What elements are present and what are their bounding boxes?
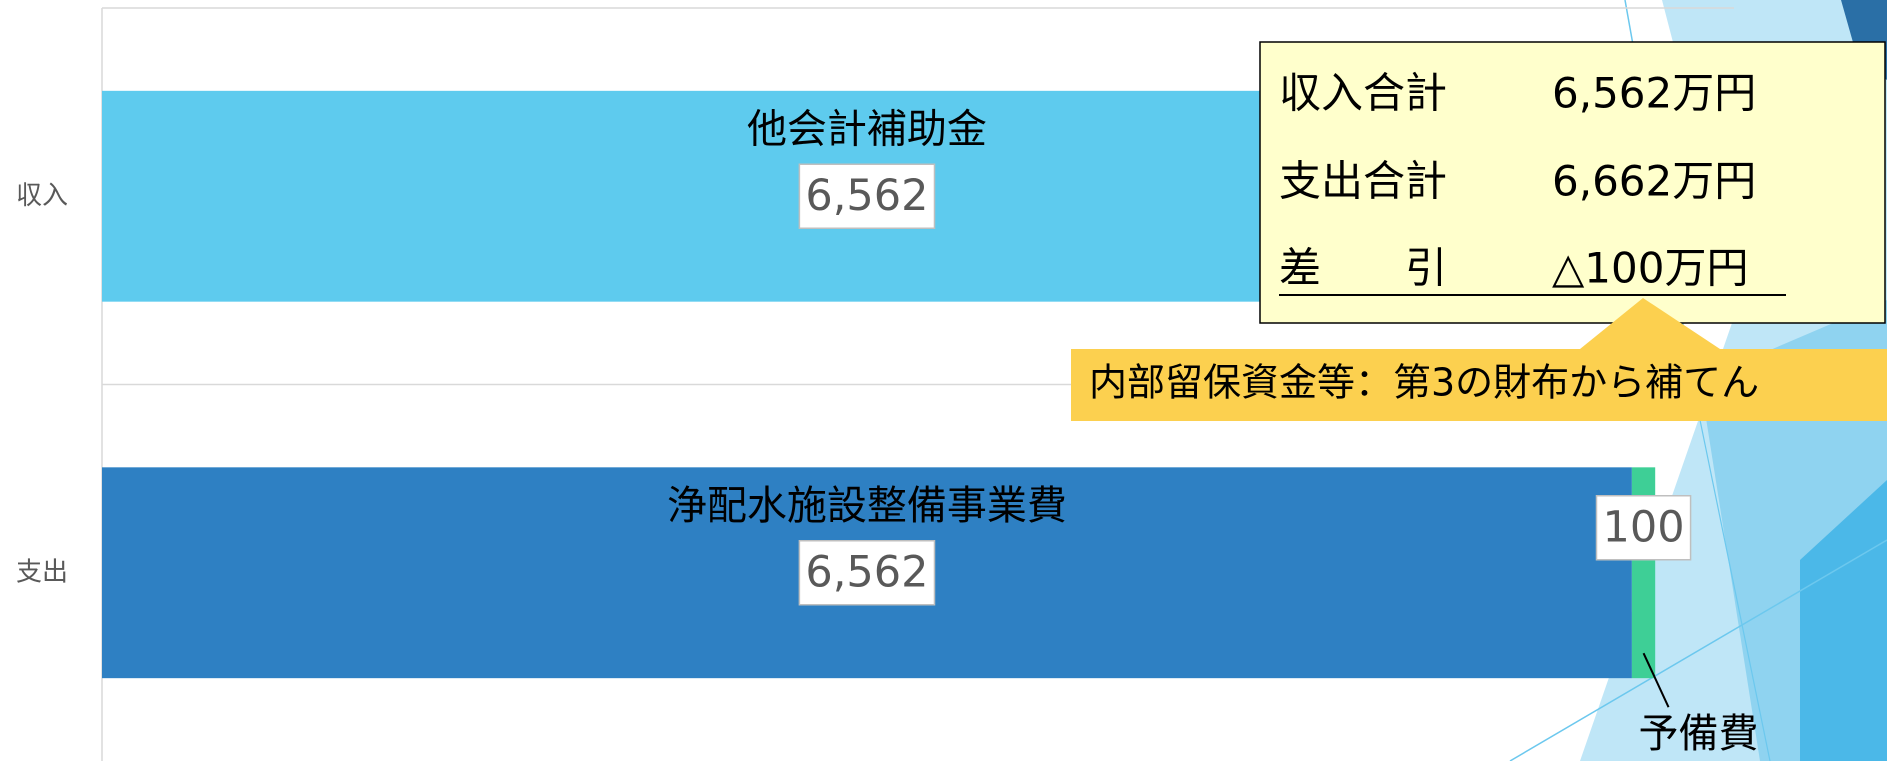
summary-value: 6,562万円 <box>1552 69 1756 118</box>
y-tick-label: 支出 <box>16 557 68 587</box>
value-label: 6,562 <box>805 547 928 597</box>
callout-text: 内部留保資金等：第3の財布から補てん <box>1089 361 1759 405</box>
summary-value: 6,662万円 <box>1552 157 1756 206</box>
summary-value: △100万円 <box>1552 244 1748 293</box>
y-tick-label: 収入 <box>16 181 68 211</box>
summary-label: 収入合計 <box>1279 69 1447 118</box>
summary-box: 収入合計 6,562万円 支出合計 6,662万円 差 引 △100万円 <box>1260 42 1885 323</box>
summary-label: 支出合計 <box>1279 157 1447 206</box>
chart: 収入 他会計補助金 6,562 支出 浄配水施設整備事業費 6,562 100 予備費 収入合… <box>0 0 1887 761</box>
segment-name: 他会計補助金 <box>747 106 987 152</box>
summary-label: 差 引 <box>1279 244 1447 293</box>
value-label-group: 100 <box>1597 496 1691 560</box>
value-label: 6,562 <box>805 171 928 221</box>
value-label-group: 6,562 <box>799 541 934 605</box>
segment-name: 浄配水施設整備事業費 <box>667 483 1067 529</box>
value-label-group: 6,562 <box>799 164 934 228</box>
value-label: 100 <box>1603 502 1685 552</box>
segment-name: 予備費 <box>1639 711 1759 757</box>
